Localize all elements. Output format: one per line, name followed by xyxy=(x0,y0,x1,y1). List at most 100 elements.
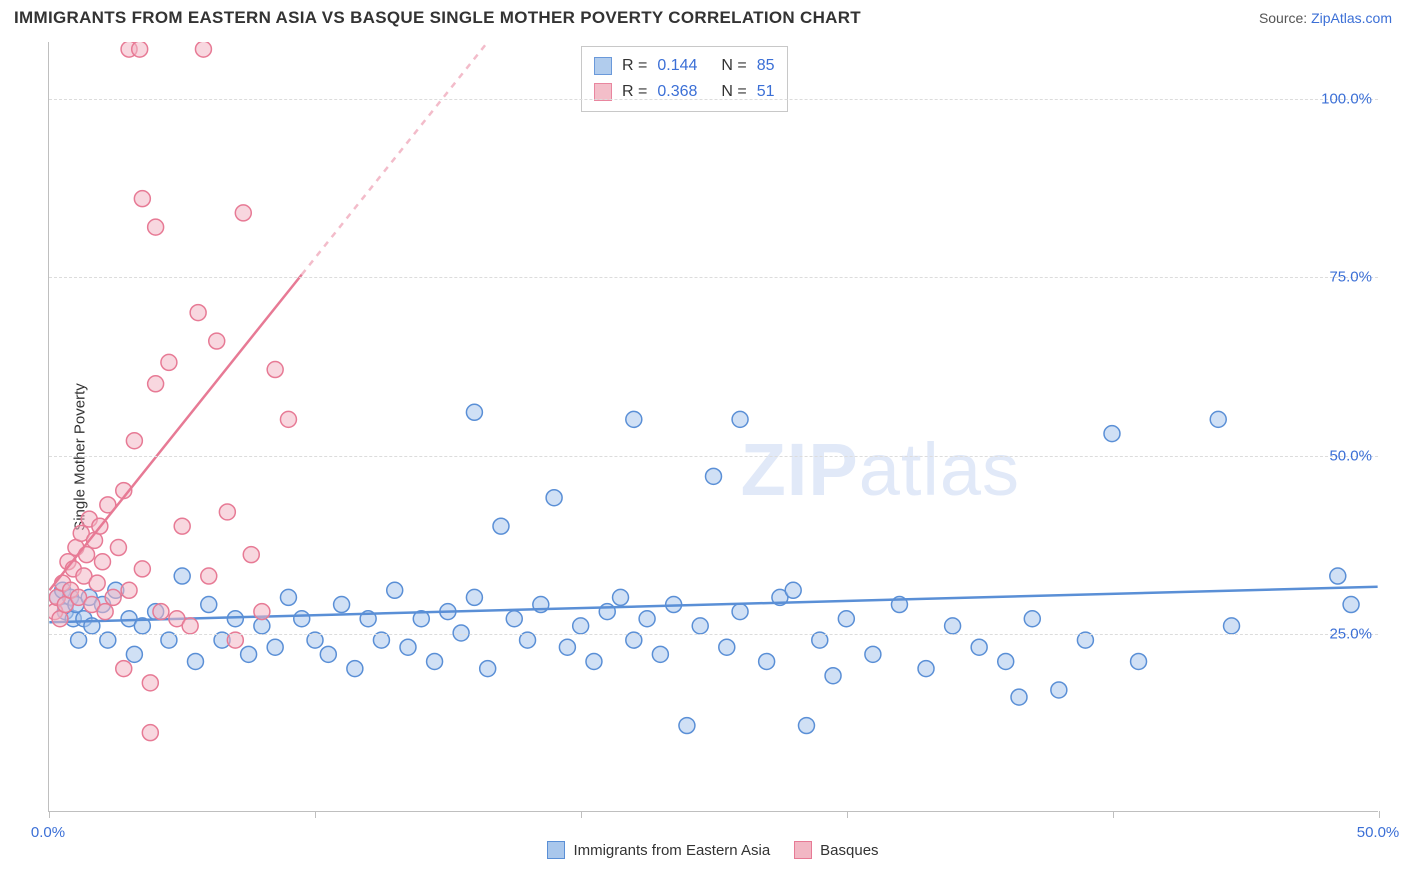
x-tick xyxy=(315,811,316,818)
data-point xyxy=(65,611,81,627)
r-value: 0.144 xyxy=(657,53,697,79)
data-point xyxy=(81,589,97,605)
data-point xyxy=(759,653,775,669)
data-point xyxy=(599,604,615,620)
data-point xyxy=(142,675,158,691)
data-point xyxy=(49,589,65,605)
data-point xyxy=(57,604,73,620)
data-point xyxy=(1131,653,1147,669)
n-value: 85 xyxy=(757,53,775,79)
data-point xyxy=(666,597,682,613)
trend-line xyxy=(49,587,1377,623)
legend-item: Immigrants from Eastern Asia xyxy=(547,822,770,878)
data-point xyxy=(92,518,108,534)
data-point xyxy=(998,653,1014,669)
data-point xyxy=(1104,426,1120,442)
data-point xyxy=(201,597,217,613)
plot-area: ZIPatlas R = 0.144N = 85R = 0.368N = 51 … xyxy=(48,42,1378,812)
legend-item: Basques xyxy=(794,822,878,878)
data-point xyxy=(945,618,961,634)
data-point xyxy=(126,433,142,449)
data-point xyxy=(182,618,198,634)
data-point xyxy=(891,597,907,613)
data-point xyxy=(1024,611,1040,627)
data-point xyxy=(73,525,89,541)
data-point xyxy=(126,646,142,662)
y-tick-label: 50.0% xyxy=(1329,447,1372,464)
data-point xyxy=(134,618,150,634)
trend-line-dashed xyxy=(302,42,488,275)
data-point xyxy=(195,42,211,57)
x-tick xyxy=(847,811,848,818)
data-point xyxy=(52,611,68,627)
chart-title: IMMIGRANTS FROM EASTERN ASIA VS BASQUE S… xyxy=(14,8,861,28)
data-point xyxy=(49,604,63,620)
data-point xyxy=(1330,568,1346,584)
data-point xyxy=(865,646,881,662)
data-point xyxy=(63,582,79,598)
data-point xyxy=(360,611,376,627)
data-point xyxy=(706,468,722,484)
data-point xyxy=(1343,597,1359,613)
data-point xyxy=(110,540,126,556)
data-point xyxy=(320,646,336,662)
data-point xyxy=(235,205,251,221)
data-point xyxy=(81,511,97,527)
n-value: 51 xyxy=(757,79,775,105)
data-point xyxy=(533,597,549,613)
x-tick xyxy=(49,811,50,818)
data-point xyxy=(692,618,708,634)
data-point xyxy=(785,582,801,598)
data-point xyxy=(79,547,95,563)
y-tick-label: 100.0% xyxy=(1321,91,1372,108)
data-point xyxy=(1210,411,1226,427)
data-point xyxy=(280,411,296,427)
data-point xyxy=(174,518,190,534)
data-point xyxy=(639,611,655,627)
gridline xyxy=(49,277,1378,278)
data-point xyxy=(918,661,934,677)
data-point xyxy=(679,718,695,734)
data-point xyxy=(65,561,81,577)
data-point xyxy=(116,661,132,677)
data-point xyxy=(493,518,509,534)
data-point xyxy=(347,661,363,677)
series-legend: Immigrants from Eastern Asia Basques xyxy=(48,822,1378,878)
legend-swatch xyxy=(594,57,612,75)
data-point xyxy=(209,333,225,349)
data-point xyxy=(971,639,987,655)
data-point xyxy=(174,568,190,584)
data-point xyxy=(732,411,748,427)
data-point xyxy=(294,611,310,627)
data-point xyxy=(134,191,150,207)
data-point xyxy=(413,611,429,627)
correlation-legend: R = 0.144N = 85R = 0.368N = 51 xyxy=(581,46,788,112)
legend-label: Basques xyxy=(820,842,878,859)
data-point xyxy=(71,589,87,605)
data-point xyxy=(546,490,562,506)
legend-label: Immigrants from Eastern Asia xyxy=(573,842,770,859)
data-point xyxy=(573,618,589,634)
legend-swatch xyxy=(794,841,812,859)
data-point xyxy=(116,483,132,499)
data-point xyxy=(84,618,100,634)
data-point xyxy=(121,42,137,57)
data-point xyxy=(95,554,111,570)
data-point xyxy=(1011,689,1027,705)
data-point xyxy=(506,611,522,627)
data-point xyxy=(466,404,482,420)
data-point xyxy=(142,725,158,741)
data-point xyxy=(480,661,496,677)
data-point xyxy=(153,604,169,620)
data-point xyxy=(49,589,65,605)
data-point xyxy=(201,568,217,584)
y-tick-label: 75.0% xyxy=(1329,269,1372,286)
data-point xyxy=(626,411,642,427)
data-point xyxy=(148,219,164,235)
source-link[interactable]: ZipAtlas.com xyxy=(1311,10,1392,26)
data-point xyxy=(241,646,257,662)
data-point xyxy=(187,653,203,669)
data-point xyxy=(97,604,113,620)
data-point xyxy=(440,604,456,620)
data-point xyxy=(227,611,243,627)
